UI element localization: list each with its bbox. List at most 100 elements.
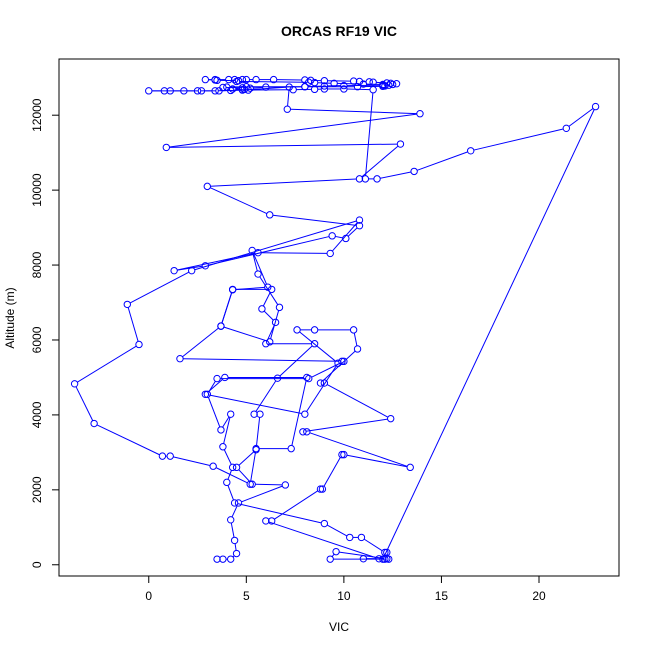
data-point (338, 450, 346, 459)
data-point (353, 83, 362, 91)
series-segment (127, 307, 139, 342)
data-point (316, 379, 325, 387)
data-point (281, 481, 290, 489)
series-segment (261, 252, 328, 254)
data-point (193, 87, 202, 95)
series-segment (252, 253, 267, 285)
series-segment (346, 454, 408, 468)
series-segment (473, 128, 564, 151)
series-segment (290, 108, 417, 115)
data-point (197, 87, 206, 95)
data-point (213, 374, 221, 383)
series-segment (238, 469, 251, 483)
data-point (266, 338, 274, 346)
data-point (213, 555, 221, 563)
data-point (246, 480, 254, 488)
data-point (346, 533, 354, 542)
series-segment (383, 109, 595, 557)
series-segment (335, 235, 343, 239)
series-segment (169, 113, 417, 148)
series-segment (223, 326, 267, 342)
series-segment (365, 92, 374, 176)
data-point (160, 87, 169, 95)
x-tick-label: 10 (337, 589, 351, 603)
data-point (392, 80, 401, 88)
series-segment (231, 505, 238, 518)
x-tick-label: 15 (435, 589, 449, 603)
data-point (353, 345, 362, 353)
series-segment (255, 417, 261, 447)
data-point (90, 419, 98, 428)
data-point (349, 77, 358, 85)
data-point (355, 216, 364, 224)
data-point (275, 303, 284, 312)
series-segment (239, 81, 306, 83)
data-point (250, 410, 258, 418)
data-point (201, 75, 210, 84)
data-point (264, 283, 272, 291)
series-segment (238, 451, 255, 466)
data-point (320, 77, 329, 85)
series-segment (255, 483, 283, 486)
data-point (316, 485, 325, 493)
data-point (342, 234, 350, 243)
series-segment (363, 538, 383, 552)
series-segment (274, 490, 319, 520)
y-tick-label: 6000 (30, 326, 44, 353)
series-segment (272, 214, 357, 226)
data-point (387, 414, 395, 423)
y-axis-label: Altitude (m) (3, 287, 17, 348)
data-point (219, 555, 227, 563)
series-segment (222, 416, 230, 428)
data-point (379, 555, 387, 563)
data-point (359, 80, 368, 88)
data-point (305, 374, 313, 383)
data-point (320, 519, 329, 528)
data-point (166, 452, 174, 460)
series-segment (237, 503, 322, 524)
data-point (328, 232, 336, 240)
data-point (406, 463, 414, 472)
series-segment (182, 327, 219, 358)
data-point (273, 374, 282, 382)
series-segment (326, 384, 389, 418)
data-point (217, 426, 225, 434)
series-segment (210, 178, 357, 187)
data-point (225, 75, 233, 84)
series-segment (207, 397, 221, 428)
data-point (262, 340, 270, 348)
data-point (227, 555, 235, 563)
data-point (266, 211, 274, 219)
series-segment (323, 457, 341, 487)
data-point (166, 87, 174, 95)
series-segment (252, 253, 258, 272)
data-point (340, 81, 348, 90)
series-segment (311, 362, 342, 378)
data-point (252, 444, 260, 453)
y-tick-label: 10000 (30, 173, 44, 207)
data-point (349, 326, 358, 334)
data-point (219, 83, 227, 92)
series-segment (75, 386, 94, 421)
x-axis-label: VIC (329, 620, 349, 634)
data-point (223, 478, 231, 487)
x-tick-label: 0 (145, 589, 152, 603)
series-segment (215, 467, 248, 484)
data-point (209, 462, 217, 470)
data-point (232, 463, 241, 472)
series-segment (263, 310, 274, 321)
series-segment (326, 524, 348, 537)
data-point (387, 79, 395, 88)
data-point (254, 270, 262, 278)
data-point (301, 83, 309, 91)
y-tick-label: 8000 (30, 251, 44, 278)
series-segment (227, 470, 232, 480)
data-point (230, 499, 239, 507)
series-segment (223, 449, 232, 465)
data-point (326, 249, 334, 258)
data-point (246, 84, 254, 92)
data-point (228, 85, 237, 93)
data-point (310, 85, 319, 94)
data-point (293, 326, 301, 334)
